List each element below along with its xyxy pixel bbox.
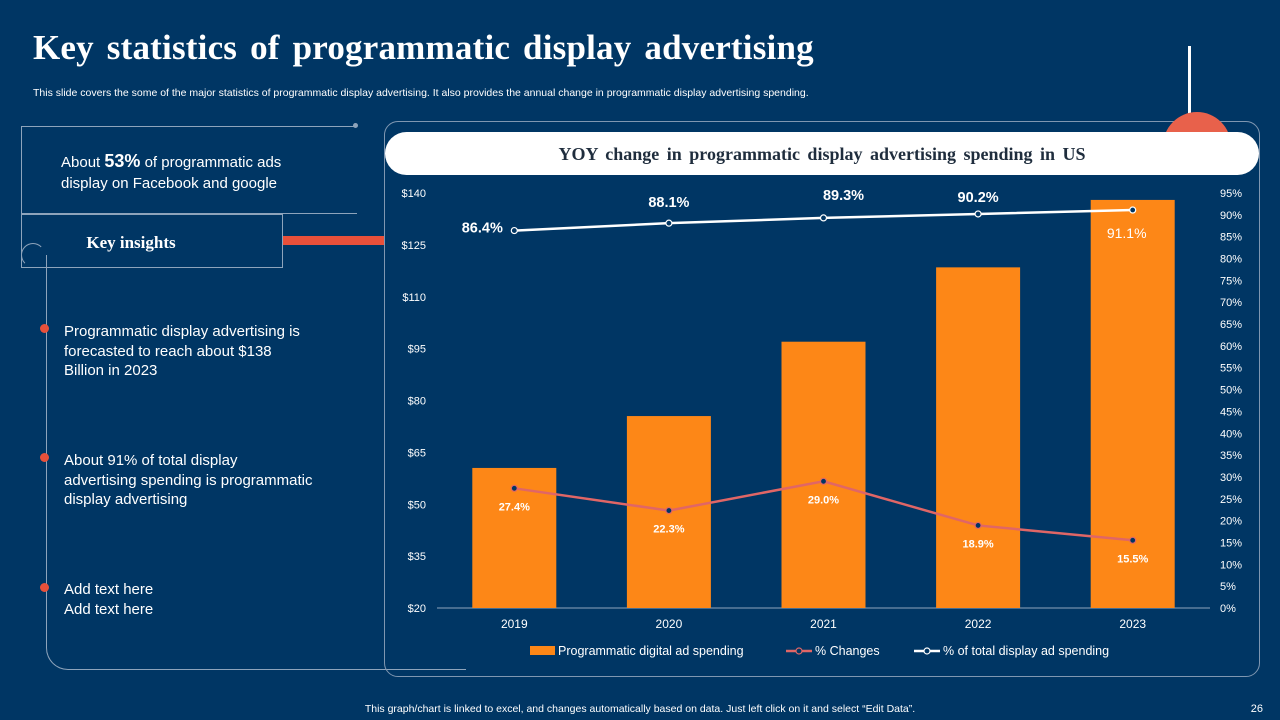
- right-tick-label: 25%: [1220, 494, 1242, 506]
- bullet-text-3: Add text here Add text here: [64, 581, 154, 618]
- total-data-label: 86.4%: [462, 221, 503, 237]
- changes-data-label: 22.3%: [653, 524, 684, 536]
- total-data-label: 90.2%: [958, 190, 999, 206]
- bar-2021: [781, 341, 866, 608]
- slide-title: Key statistics of programmatic display a…: [33, 28, 814, 67]
- total-data-label: 89.3%: [823, 188, 864, 204]
- right-tick-label: 10%: [1220, 559, 1242, 571]
- total-point: [974, 210, 982, 218]
- stat-box: [21, 126, 357, 214]
- bar-2023: [1090, 199, 1175, 608]
- x-tick-label: 2022: [965, 617, 992, 631]
- total-data-label: 88.1%: [648, 195, 689, 211]
- bullet-text-1: Programmatic display advertising is fore…: [64, 323, 300, 379]
- left-tick-label: $35: [408, 551, 426, 563]
- footer-note: This graph/chart is linked to excel, and…: [364, 703, 916, 715]
- legend-label-bars: Programmatic digital ad spending: [558, 644, 744, 658]
- right-tick-label: 30%: [1220, 472, 1242, 484]
- left-tick-label: $110: [402, 292, 426, 304]
- chart-title-pill: [385, 132, 1259, 175]
- right-tick-label: 20%: [1220, 516, 1242, 528]
- left-tick-label: $95: [408, 344, 426, 356]
- x-tick-label: 2023: [1119, 617, 1146, 631]
- left-tick-label: $65: [408, 447, 426, 459]
- decor-line: [1188, 46, 1191, 132]
- bullet-text-2: About 91% of total display advertising s…: [64, 452, 313, 508]
- bullet-dot-3: [40, 583, 49, 592]
- stat-box-text: About 53% of programmatic ads display on…: [61, 151, 321, 194]
- right-tick-label: 15%: [1220, 537, 1242, 549]
- right-tick-label: 75%: [1220, 275, 1242, 287]
- total-point: [819, 214, 828, 222]
- right-tick-label: 0%: [1220, 603, 1236, 615]
- changes-point: [1129, 536, 1137, 544]
- right-tick-label: 55%: [1220, 363, 1242, 375]
- legend-label-total: % of total display ad spending: [943, 644, 1109, 658]
- key-insights-label: Key insights: [86, 233, 176, 252]
- stat-box-connector-dot: [353, 123, 358, 128]
- left-tick-label: $20: [408, 603, 426, 615]
- total-point: [665, 219, 673, 227]
- right-tick-label: 50%: [1220, 385, 1242, 397]
- chart-panel: [384, 121, 1260, 677]
- left-tick-label: $80: [408, 396, 426, 408]
- total-point: [510, 226, 518, 235]
- legend-marker-total: [923, 647, 931, 655]
- chart-title: YOY change in programmatic display adver…: [558, 144, 1086, 164]
- key-insights-box: [21, 214, 283, 268]
- slide-subtitle: This slide covers the some of the major …: [33, 87, 809, 99]
- right-tick-label: 40%: [1220, 428, 1242, 440]
- total-point: [1129, 206, 1137, 214]
- insights-timeline: [46, 255, 466, 670]
- right-tick-label: 95%: [1220, 188, 1242, 200]
- bar-2022: [936, 267, 1021, 608]
- left-tick-label: $50: [408, 499, 426, 511]
- right-tick-label: 5%: [1220, 581, 1236, 593]
- total-data-label: 91.1%: [1107, 225, 1147, 241]
- changes-point: [665, 506, 673, 515]
- changes-data-label: 27.4%: [499, 501, 530, 513]
- x-tick-label: 2019: [501, 617, 528, 631]
- stat-suffix: of programmatic ads display on Facebook …: [61, 154, 282, 192]
- bullet-dot-1: [40, 324, 49, 333]
- right-tick-label: 85%: [1220, 232, 1242, 244]
- right-tick-label: 35%: [1220, 450, 1242, 462]
- stat-prefix: About: [61, 154, 105, 171]
- legend-marker-changes: [795, 647, 803, 655]
- left-tick-label: $125: [402, 240, 426, 252]
- stat-value: 53%: [104, 151, 141, 171]
- legend-swatch-bars: [530, 646, 555, 655]
- right-tick-label: 70%: [1220, 297, 1242, 309]
- right-tick-label: 45%: [1220, 406, 1242, 418]
- right-tick-label: 80%: [1220, 254, 1242, 266]
- left-tick-label: $140: [402, 188, 426, 200]
- right-tick-label: 60%: [1220, 341, 1242, 353]
- right-tick-label: 90%: [1220, 210, 1242, 222]
- page-number: 26: [1250, 703, 1263, 715]
- right-tick-label: 65%: [1220, 319, 1242, 331]
- x-tick-label: 2020: [656, 617, 683, 631]
- changes-data-label: 18.9%: [962, 538, 993, 550]
- changes-point: [510, 484, 518, 492]
- x-tick-label: 2021: [810, 617, 837, 631]
- bullet-dot-2: [40, 453, 49, 462]
- changes-point: [974, 521, 982, 530]
- changes-data-label: 15.5%: [1117, 553, 1148, 565]
- legend-label-changes: % Changes: [815, 644, 880, 658]
- connector-bar: [283, 236, 385, 245]
- changes-point: [819, 477, 828, 485]
- changes-data-label: 29.0%: [808, 494, 839, 506]
